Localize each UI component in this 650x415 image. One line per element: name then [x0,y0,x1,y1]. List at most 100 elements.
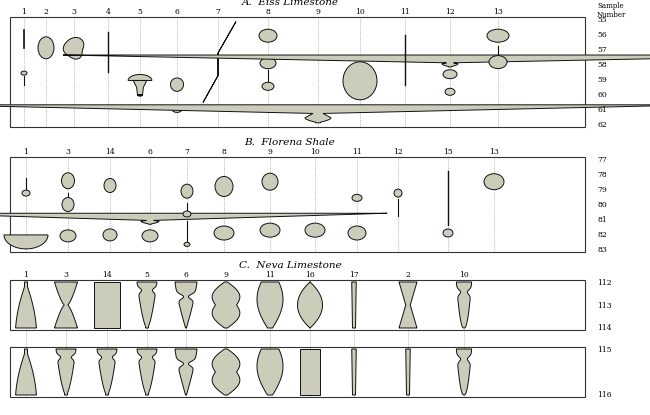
Ellipse shape [259,29,277,42]
Text: 112: 112 [597,279,612,287]
Polygon shape [128,75,152,96]
Polygon shape [456,282,472,328]
Text: 5: 5 [138,8,142,16]
Polygon shape [94,282,120,328]
Polygon shape [175,282,197,328]
Ellipse shape [142,230,158,242]
Text: 82: 82 [597,231,606,239]
Ellipse shape [21,71,27,75]
Text: 1: 1 [23,271,29,279]
Text: 79: 79 [597,186,606,194]
Polygon shape [257,349,283,395]
Polygon shape [55,282,77,328]
Text: 13: 13 [489,148,499,156]
Polygon shape [0,105,650,123]
Text: 60: 60 [597,91,606,99]
Text: 114: 114 [597,324,612,332]
Bar [10,17,585,127]
Bar [10,157,585,252]
Polygon shape [203,22,236,103]
Ellipse shape [445,88,455,95]
Polygon shape [63,37,84,59]
Text: 55: 55 [597,16,606,24]
Text: 7: 7 [216,8,220,16]
Polygon shape [300,349,320,395]
Text: 15: 15 [443,148,453,156]
Text: 1: 1 [21,8,27,16]
Text: B.  Florena Shale: B. Florena Shale [244,138,335,147]
Polygon shape [298,282,322,328]
Text: 3: 3 [66,148,70,156]
Ellipse shape [343,62,377,100]
Ellipse shape [443,229,453,237]
Text: 10: 10 [355,8,365,16]
Text: 8: 8 [222,148,226,156]
Ellipse shape [262,82,274,90]
Polygon shape [137,349,157,395]
Ellipse shape [38,37,54,59]
Text: 5: 5 [144,271,150,279]
Text: C.  Neva Limestone: C. Neva Limestone [239,261,341,270]
Text: Sample
Number: Sample Number [597,2,627,19]
Text: 80: 80 [597,201,606,209]
Ellipse shape [352,194,362,201]
Polygon shape [170,78,183,91]
Polygon shape [137,282,157,328]
Text: 8: 8 [266,8,270,16]
Text: 6: 6 [183,271,188,279]
Ellipse shape [260,223,280,237]
Text: 11: 11 [400,8,410,16]
Ellipse shape [262,173,278,190]
Polygon shape [4,235,48,249]
Text: 116: 116 [597,391,612,399]
Text: 77: 77 [597,156,606,164]
Text: 12: 12 [445,8,455,16]
Ellipse shape [172,106,182,112]
Ellipse shape [62,198,74,212]
Ellipse shape [394,189,402,197]
Text: 11: 11 [352,148,362,156]
Text: 4: 4 [105,8,110,16]
Ellipse shape [260,58,276,69]
Polygon shape [56,349,76,395]
Polygon shape [16,349,36,395]
Text: 13: 13 [493,8,503,16]
Ellipse shape [487,29,509,42]
Polygon shape [406,349,410,395]
Ellipse shape [104,178,116,193]
Ellipse shape [215,176,233,196]
Ellipse shape [62,173,75,189]
Text: 6: 6 [148,148,153,156]
Ellipse shape [103,229,117,241]
Text: 57: 57 [597,46,606,54]
Text: 62: 62 [597,121,606,129]
Text: 16: 16 [305,271,315,279]
Text: 2: 2 [406,271,410,279]
Text: 10: 10 [459,271,469,279]
Text: A.  Eiss Limestone: A. Eiss Limestone [242,0,339,7]
Polygon shape [63,55,650,67]
Bar [10,347,585,397]
Ellipse shape [348,226,366,240]
Text: 56: 56 [597,31,606,39]
Text: 115: 115 [597,346,612,354]
Ellipse shape [183,211,191,217]
Text: 10: 10 [310,148,320,156]
Ellipse shape [489,56,507,68]
Text: 11: 11 [265,271,275,279]
Text: 3: 3 [64,271,68,279]
Polygon shape [97,349,117,395]
Ellipse shape [484,174,504,190]
Ellipse shape [443,70,457,79]
Text: 83: 83 [597,246,607,254]
Polygon shape [352,282,356,328]
Text: 2: 2 [44,8,49,16]
Text: 78: 78 [597,171,606,179]
Polygon shape [16,282,36,328]
Text: 17: 17 [349,271,359,279]
Polygon shape [257,282,283,328]
Ellipse shape [305,223,325,237]
Ellipse shape [22,190,30,196]
Polygon shape [399,282,417,328]
Polygon shape [175,349,197,395]
